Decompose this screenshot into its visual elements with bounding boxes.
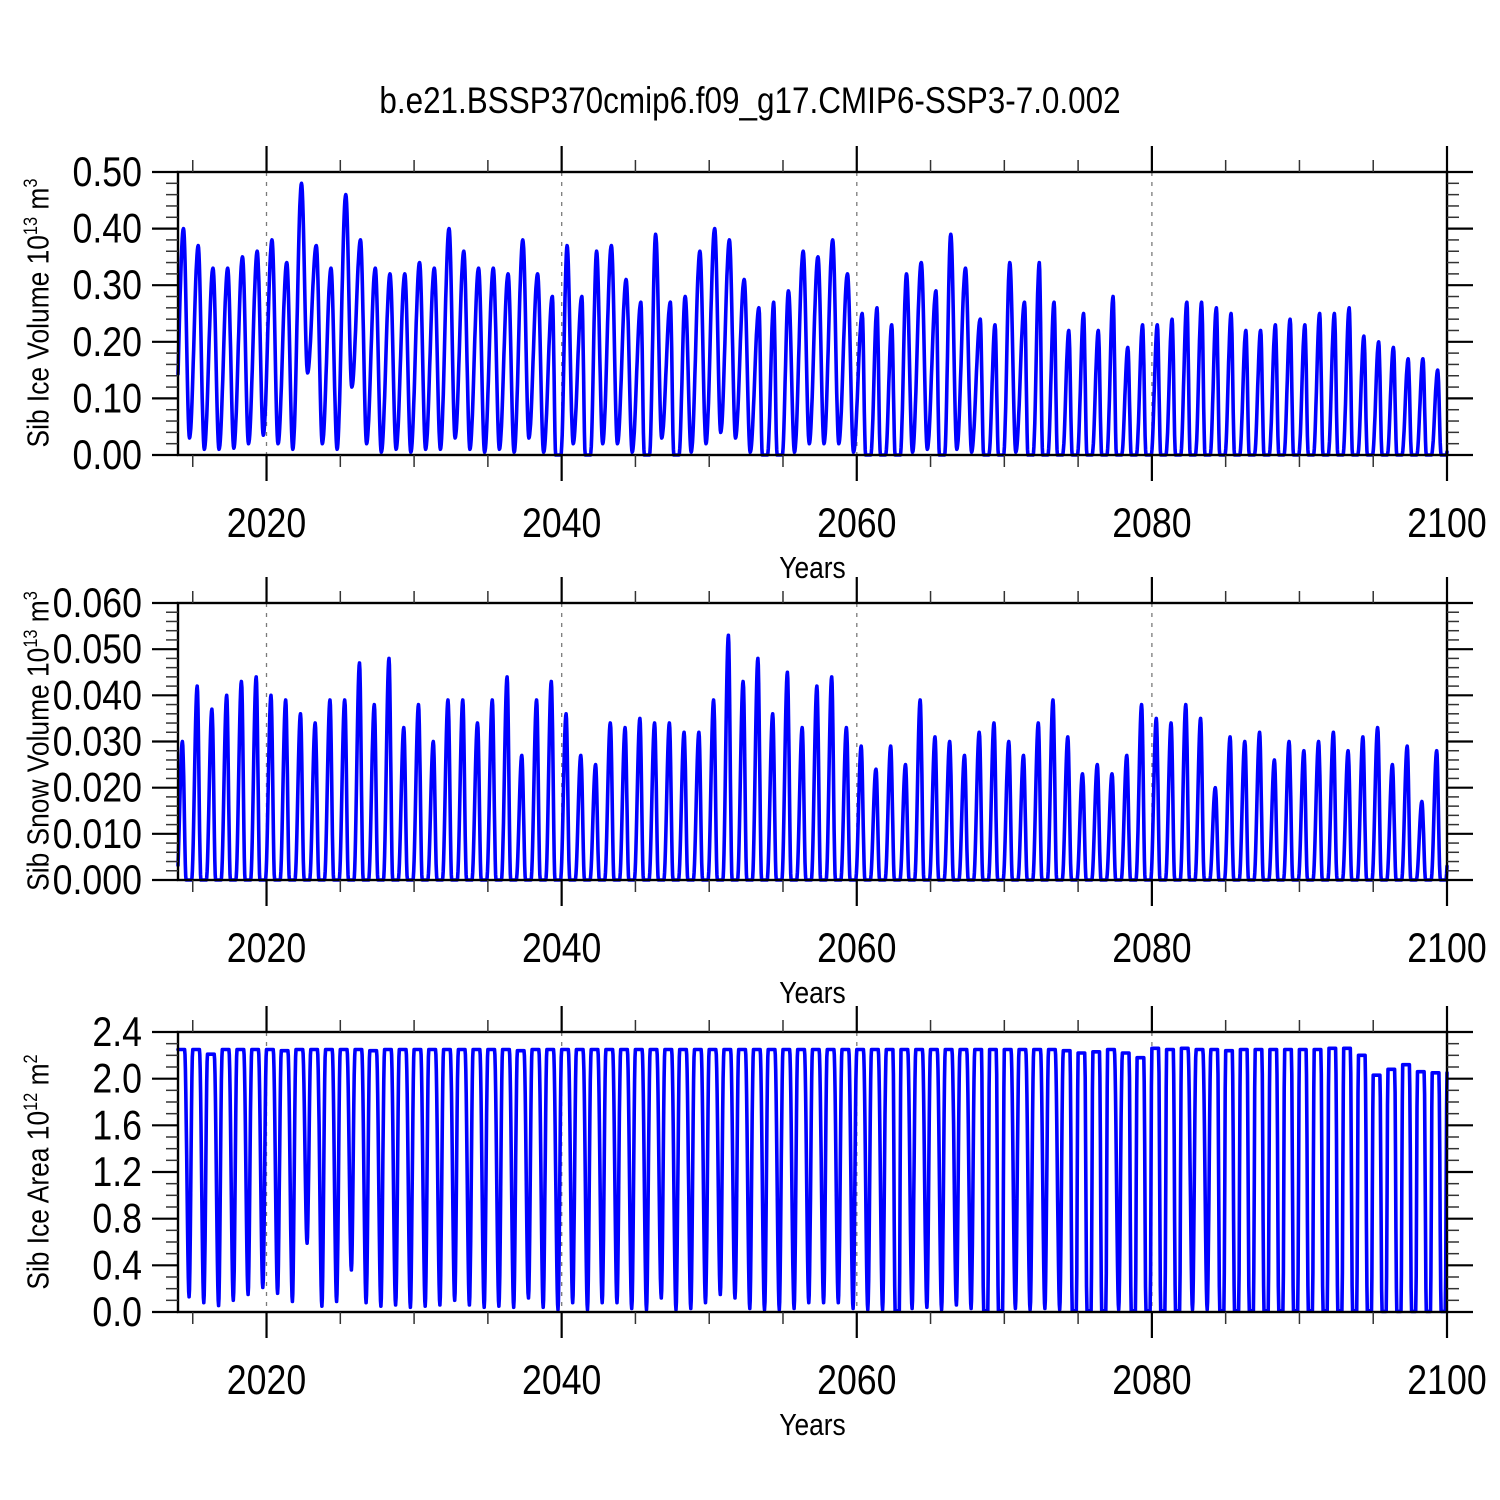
x-tick-label: 2060 xyxy=(817,500,896,546)
y-tick-label: 0.050 xyxy=(53,627,142,673)
y-tick-label: 0.060 xyxy=(53,580,142,626)
y-tick-label: 2.4 xyxy=(92,1009,142,1055)
y-tick-label: 0.020 xyxy=(53,765,142,811)
x-axis-title-panel-3: Years xyxy=(779,1407,846,1442)
x-tick-label: 2020 xyxy=(227,500,306,546)
y-tick-label: 0.010 xyxy=(53,811,142,857)
x-tick-label: 2060 xyxy=(817,1357,896,1403)
panel-sib-ice-volume: 2020 2040 2060 2080 2100 0.00 0.10 0.20 0.30 0.40… xyxy=(73,146,1487,547)
axis-box xyxy=(176,170,1449,457)
series-line-sib-ice-volume xyxy=(176,181,1449,457)
x-tick-label: 2100 xyxy=(1407,925,1486,971)
x-tick-label: 2060 xyxy=(817,925,896,971)
x-tick-label: 2080 xyxy=(1112,1357,1191,1403)
y-tick-label: 0.10 xyxy=(73,376,142,422)
x-tick-label: 2080 xyxy=(1112,500,1191,546)
x-tick-label: 2020 xyxy=(227,925,306,971)
y-tick-label: 1.6 xyxy=(92,1103,142,1149)
y-tick-label: 0.30 xyxy=(73,263,142,309)
panel-sib-ice-area: 2020 2040 2060 2080 2100 0.00.40.81.21.62.02.… xyxy=(92,1006,1487,1404)
series-line-sib-snow-volume xyxy=(176,633,1449,882)
x-tick-label: 2080 xyxy=(1112,925,1191,971)
y-tick-label: 0.030 xyxy=(53,719,142,765)
chart-title: b.e21.BSSP370cmip6.f09_g17.CMIP6-SSP3-7.… xyxy=(379,80,1121,121)
x-tick-label: 2040 xyxy=(522,500,601,546)
x-tick-label: 2020 xyxy=(227,1357,306,1403)
x-tick-label: 2100 xyxy=(1407,1357,1486,1403)
x-axis-title-panel-1: Years xyxy=(779,550,846,585)
y-tick-label: 0.8 xyxy=(92,1196,142,1242)
panel-sib-snow-volume: 2020 2040 2060 2080 2100 0.0000.0100.0200.030… xyxy=(53,577,1487,972)
y-tick-label: 0.0 xyxy=(92,1289,142,1335)
x-tick-label: 2100 xyxy=(1407,500,1486,546)
y-tick-label: 2.0 xyxy=(92,1056,142,1102)
x-tick-label: 2040 xyxy=(522,1357,601,1403)
y-tick-label: 0.4 xyxy=(92,1243,142,1289)
x-tick-label: 2040 xyxy=(522,925,601,971)
y-tick-label: 0.20 xyxy=(73,319,142,365)
y-tick-label: 0.040 xyxy=(53,673,142,719)
y-tick-label: 1.2 xyxy=(92,1149,142,1195)
series-line-sib-ice-area xyxy=(176,1046,1449,1314)
y-tick-label: 0.50 xyxy=(73,149,142,195)
y-tick-label: 0.000 xyxy=(53,857,142,903)
x-axis-title-panel-2: Years xyxy=(779,975,846,1010)
y-tick-label: 0.00 xyxy=(73,432,142,478)
y-tick-label: 0.40 xyxy=(73,206,142,252)
